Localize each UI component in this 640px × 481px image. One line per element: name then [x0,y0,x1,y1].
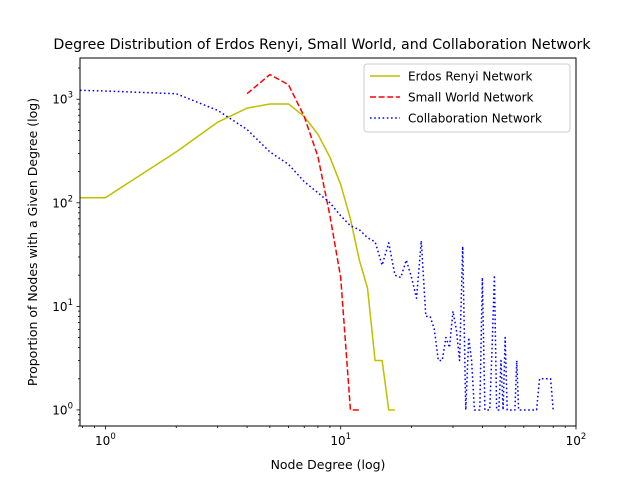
legend: Erdos Renyi Network Small World Network Co… [363,63,571,133]
series-line-erdos-renyi-network [80,103,395,411]
series-line-collaboration-network [80,89,554,411]
plot-frame [79,57,577,427]
y-axis-ticks: 100 101 102 103 [52,67,80,427]
y-tick-label: 100 [52,401,73,417]
x-axis-ticks: 100 101 102 [82,426,587,448]
legend-label: Collaboration Network [408,112,542,126]
y-tick-label: 102 [52,194,73,210]
legend-label: Erdos Renyi Network [408,70,533,84]
x-tick-label: 100 [95,432,116,448]
chart-title: Degree Distribution of Erdos Renyi, Smal… [53,37,591,53]
y-tick-label: 103 [52,91,73,107]
x-tick-label: 102 [566,432,587,448]
y-axis-label: Proportion of Nodes with a Given Degree … [25,98,40,386]
legend-box [363,63,571,133]
x-axis-label: Node Degree (log) [271,457,386,472]
series-line-small-world-network [246,73,360,411]
y-tick-label: 101 [52,298,73,314]
x-tick-label: 101 [330,432,351,448]
plot-lines [80,73,554,411]
legend-label: Small World Network [408,91,534,105]
